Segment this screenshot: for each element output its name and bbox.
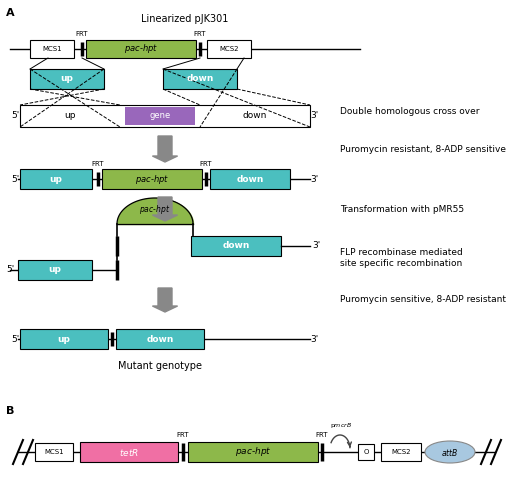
FancyArrow shape <box>153 288 178 312</box>
Text: $\mathit{attB}$: $\mathit{attB}$ <box>441 447 459 457</box>
Bar <box>30 40 74 58</box>
Text: down: down <box>186 75 214 83</box>
FancyArrow shape <box>153 136 178 162</box>
Text: p$\mathit{mcrB}$: p$\mathit{mcrB}$ <box>330 421 352 430</box>
Text: 5': 5' <box>11 112 19 121</box>
Bar <box>188 442 318 462</box>
Bar <box>381 443 421 461</box>
Bar <box>35 443 73 461</box>
Bar <box>86 40 196 58</box>
Bar <box>358 444 374 460</box>
Text: MCS2: MCS2 <box>219 46 239 52</box>
Text: $\mathit{pac}$-$\mathit{hpt}$: $\mathit{pac}$-$\mathit{hpt}$ <box>139 203 170 216</box>
Text: 5': 5' <box>6 265 14 275</box>
Bar <box>125 107 195 125</box>
Text: down: down <box>237 174 264 183</box>
FancyArrow shape <box>153 197 178 221</box>
Text: $\mathit{pac}$-$\mathit{hpt}$: $\mathit{pac}$-$\mathit{hpt}$ <box>234 446 271 458</box>
Bar <box>80 442 178 462</box>
Text: Puromycin resistant, 8-ADP sensitive: Puromycin resistant, 8-ADP sensitive <box>340 145 506 154</box>
Text: Linearized pJK301: Linearized pJK301 <box>141 14 229 24</box>
Text: FRT: FRT <box>92 161 104 167</box>
Text: 5': 5' <box>11 334 19 343</box>
Text: MCS2: MCS2 <box>391 449 411 455</box>
Bar <box>210 169 290 189</box>
Text: $\mathit{pac}$-$\mathit{hpt}$: $\mathit{pac}$-$\mathit{hpt}$ <box>135 172 169 186</box>
Bar <box>163 69 237 89</box>
Text: FLP recombinase mediated
site specific recombination: FLP recombinase mediated site specific r… <box>340 248 463 268</box>
Text: Double homologous cross over: Double homologous cross over <box>340 107 480 116</box>
Text: A: A <box>6 8 15 18</box>
Text: up: up <box>50 174 62 183</box>
Text: up: up <box>57 334 71 343</box>
Text: Puromycin sensitive, 8-ADP resistant: Puromycin sensitive, 8-ADP resistant <box>340 295 506 304</box>
Bar <box>20 329 108 349</box>
Text: $\mathit{pac}$-$\mathit{hpt}$: $\mathit{pac}$-$\mathit{hpt}$ <box>124 42 158 55</box>
Text: MCS1: MCS1 <box>42 46 62 52</box>
Text: 5': 5' <box>11 174 19 183</box>
Text: up: up <box>64 112 76 121</box>
Text: 3': 3' <box>312 242 320 250</box>
Text: FRT: FRT <box>200 161 212 167</box>
Text: B: B <box>6 406 14 416</box>
Text: Mutant genotype: Mutant genotype <box>118 361 202 371</box>
Bar <box>191 236 281 256</box>
Text: FRT: FRT <box>76 31 88 37</box>
Bar <box>207 40 251 58</box>
Ellipse shape <box>425 441 475 463</box>
Text: $\mathit{tetR}$: $\mathit{tetR}$ <box>119 447 139 457</box>
Bar <box>20 169 92 189</box>
Text: 3': 3' <box>310 174 318 183</box>
Bar <box>20 105 310 127</box>
Text: up: up <box>49 265 61 275</box>
Text: down: down <box>146 334 174 343</box>
Text: MCS1: MCS1 <box>44 449 64 455</box>
Bar <box>18 260 92 280</box>
Bar <box>116 329 204 349</box>
Text: gene: gene <box>150 112 170 121</box>
Text: down: down <box>243 112 267 121</box>
Text: 3': 3' <box>310 112 318 121</box>
Text: FRT: FRT <box>194 31 206 37</box>
Text: down: down <box>222 242 250 250</box>
Text: FRT: FRT <box>177 432 189 438</box>
Text: up: up <box>60 75 73 83</box>
Bar <box>30 69 104 89</box>
Text: Transformation with pMR55: Transformation with pMR55 <box>340 205 464 213</box>
Text: FRT: FRT <box>316 432 328 438</box>
Text: 3': 3' <box>310 334 318 343</box>
Bar <box>102 169 202 189</box>
Text: O: O <box>364 449 369 455</box>
